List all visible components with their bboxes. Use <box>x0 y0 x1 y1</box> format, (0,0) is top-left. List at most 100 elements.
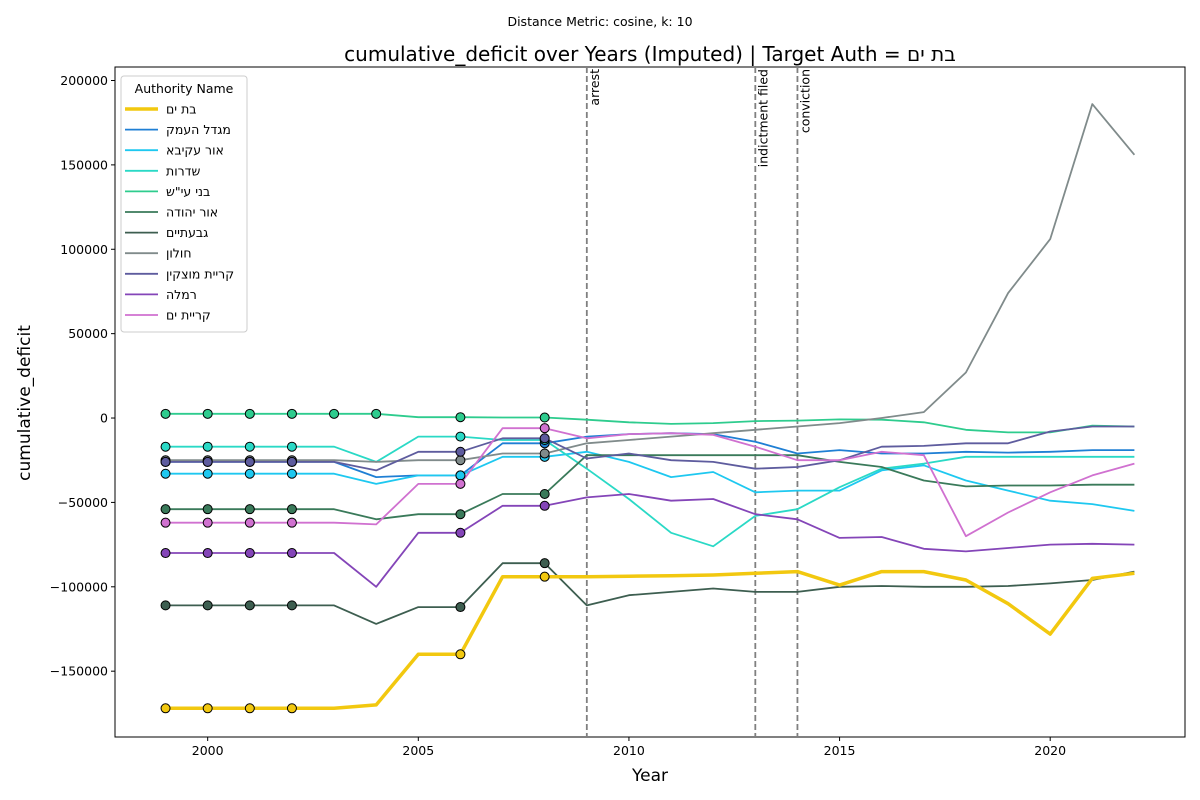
y-tick-label: 50000 <box>68 326 108 341</box>
imputed-point <box>160 456 171 467</box>
legend-label: קריית ים <box>166 308 211 323</box>
imputed-point <box>202 517 213 528</box>
legend-box <box>120 75 248 333</box>
plot-border <box>114 66 1186 738</box>
legend-label: מגדל העמק <box>166 122 231 137</box>
event-label: indictment filed <box>755 69 770 167</box>
imputed-point-markers <box>160 408 550 714</box>
x-tick-label: 2015 <box>824 743 856 758</box>
plot-area <box>114 66 1186 738</box>
imputed-point <box>539 412 550 423</box>
x-tick-label: 2010 <box>613 743 645 758</box>
imputed-point <box>202 600 213 611</box>
series-line <box>165 435 1135 548</box>
imputed-point <box>455 602 466 613</box>
imputed-point <box>244 468 255 479</box>
imputed-point <box>160 504 171 515</box>
x-tick-label: 2005 <box>402 743 434 758</box>
imputed-point <box>202 504 213 515</box>
imputed-point <box>539 500 550 511</box>
x-tick-label: 2000 <box>192 743 224 758</box>
legend-label: שדרות <box>166 163 201 178</box>
imputed-point <box>539 448 550 459</box>
imputed-point <box>455 470 466 481</box>
imputed-point <box>286 548 297 559</box>
imputed-point <box>286 703 297 714</box>
imputed-point <box>244 517 255 528</box>
event-label: arrest <box>587 69 602 106</box>
series-line <box>165 562 1135 625</box>
x-axis: 2000 2005 2010 2015 2020 <box>192 737 1066 758</box>
imputed-point <box>160 703 171 714</box>
y-tick-label: −100000 <box>50 579 108 594</box>
imputed-point <box>455 412 466 423</box>
imputed-point <box>160 600 171 611</box>
imputed-point <box>539 558 550 569</box>
imputed-point <box>160 517 171 528</box>
series-lines <box>165 103 1136 711</box>
legend-label: קריית מוצקין <box>166 266 234 281</box>
legend-label: גבעתיים <box>166 225 208 240</box>
series-line <box>165 450 1135 512</box>
imputed-point <box>455 446 466 457</box>
y-axis-label: cumulative_deficit <box>15 325 35 481</box>
imputed-point <box>539 423 550 434</box>
imputed-point <box>244 548 255 559</box>
imputed-point <box>455 455 466 466</box>
imputed-point <box>455 527 466 538</box>
imputed-point <box>160 441 171 452</box>
imputed-point <box>160 468 171 479</box>
imputed-point <box>539 433 550 444</box>
imputed-point <box>286 441 297 452</box>
legend-label: רמלה <box>166 287 197 302</box>
imputed-point <box>455 509 466 520</box>
imputed-point <box>202 548 213 559</box>
imputed-point <box>455 431 466 442</box>
imputed-point <box>244 504 255 515</box>
event-markers: arrest indictment filed conviction <box>585 67 812 737</box>
x-axis-label: Year <box>631 766 668 786</box>
imputed-point <box>539 571 550 582</box>
series-line <box>165 425 1135 472</box>
y-tick-label: −50000 <box>58 495 108 510</box>
series-line <box>165 412 1135 434</box>
legend-label: בני עי"ש <box>166 184 210 199</box>
imputed-point <box>202 703 213 714</box>
imputed-point <box>160 548 171 559</box>
imputed-point <box>244 600 255 611</box>
imputed-point <box>286 468 297 479</box>
imputed-point <box>455 649 466 660</box>
imputed-point <box>329 408 340 419</box>
chart-suptitle: Distance Metric: cosine, k: 10 <box>507 14 692 29</box>
legend: Authority Name בת ים מגדל העמק אור עקיבא שד… <box>120 75 248 333</box>
imputed-point <box>371 408 382 419</box>
series-line <box>165 427 1135 538</box>
imputed-point <box>202 456 213 467</box>
imputed-point <box>455 478 466 489</box>
y-tick-label: −150000 <box>50 664 108 679</box>
imputed-point <box>244 408 255 419</box>
imputed-point <box>539 488 550 499</box>
imputed-point <box>286 517 297 528</box>
imputed-point <box>286 504 297 515</box>
imputed-point <box>244 703 255 714</box>
x-tick-label: 2020 <box>1034 743 1066 758</box>
chart-title: cumulative_deficit over Years (Imputed) … <box>344 42 956 66</box>
legend-label: בת ים <box>166 102 197 117</box>
imputed-point <box>244 456 255 467</box>
imputed-point <box>202 441 213 452</box>
imputed-point <box>286 600 297 611</box>
series-line <box>165 103 1136 463</box>
y-tick-label: 100000 <box>60 242 108 257</box>
series-line <box>165 493 1135 588</box>
legend-label: אור יהודה <box>166 205 218 220</box>
imputed-point <box>286 408 297 419</box>
y-axis: −150000 −100000 −50000 0 50000 100000 150000 20… <box>50 73 115 679</box>
legend-title: Authority Name <box>135 81 234 96</box>
legend-label: אור עקיבא <box>166 143 224 158</box>
legend-label: חולון <box>166 246 192 261</box>
imputed-point <box>202 408 213 419</box>
imputed-point <box>202 468 213 479</box>
event-label: conviction <box>797 69 812 133</box>
